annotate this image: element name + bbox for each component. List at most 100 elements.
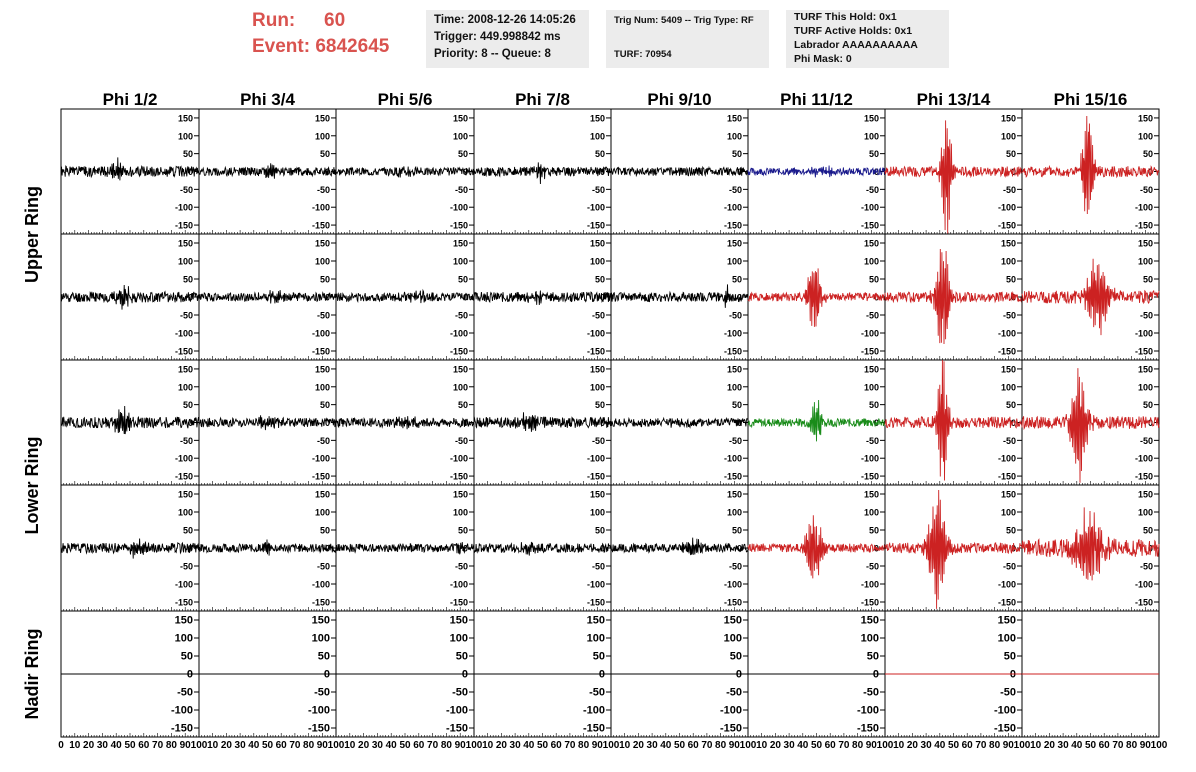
turf-active-holds-text: TURF Active Holds: 0x1 — [794, 25, 913, 37]
y-tick-label: -150 — [720, 723, 742, 735]
x-tick-label: 50 — [124, 740, 136, 751]
waveform-trace — [198, 163, 337, 179]
y-tick-label: -150 — [450, 347, 468, 357]
y-tick-label: -50 — [317, 311, 330, 321]
y-tick-label: 150 — [315, 113, 330, 123]
y-tick-label: 100 — [178, 257, 193, 267]
x-tick-label: 100 — [191, 740, 208, 751]
y-tick-label: 150 — [315, 490, 330, 500]
y-tick-label: -100 — [998, 580, 1016, 590]
y-tick-label: 0 — [600, 293, 605, 303]
x-tick-label: 80 — [1126, 740, 1138, 751]
x-tick-label: 80 — [578, 740, 590, 751]
y-tick-label: -100 — [724, 203, 742, 213]
y-tick-label: 0 — [737, 167, 742, 177]
waveform-trace — [60, 405, 200, 435]
y-tick-label: 50 — [318, 651, 330, 663]
run-label: Run: — [252, 10, 296, 31]
time-info-box: Time: 2008-12-26 14:05:26 Trigger: 449.9… — [426, 10, 589, 68]
waveform-trace — [473, 162, 612, 185]
y-tick-label: -100 — [450, 203, 468, 213]
y-tick-label: -100 — [171, 705, 193, 717]
y-tick-label: -50 — [866, 185, 879, 195]
y-tick-label: -100 — [175, 329, 193, 339]
y-tick-label: -150 — [312, 472, 330, 482]
x-tick-label: 100 — [466, 740, 483, 751]
x-tick-label: 30 — [97, 740, 109, 751]
y-tick-label: -150 — [724, 472, 742, 482]
x-tick-label: 70 — [701, 740, 713, 751]
y-tick-label: 150 — [590, 239, 605, 249]
x-tick-label: 20 — [496, 740, 508, 751]
x-tick-label: 70 — [838, 740, 850, 751]
y-tick-label: 50 — [869, 400, 879, 410]
y-tick-label: -100 — [998, 329, 1016, 339]
y-tick-label: -100 — [450, 329, 468, 339]
x-tick-label: 80 — [303, 740, 315, 751]
turf-info-box: TURF This Hold: 0x1 TURF Active Holds: 0… — [786, 10, 949, 68]
y-tick-label: 100 — [861, 633, 879, 645]
y-tick-label: -50 — [592, 562, 605, 572]
y-tick-label: 50 — [320, 526, 330, 536]
x-tick-label: 30 — [510, 740, 522, 751]
y-tick-label: 50 — [732, 400, 742, 410]
trig-num-text: Trig Num: 5409 -- Trig Type: RF — [614, 15, 754, 26]
y-tick-label: -50 — [317, 185, 330, 195]
y-tick-label: -50 — [726, 687, 742, 699]
y-tick-label: -100 — [857, 705, 879, 717]
y-tick-label: 100 — [724, 633, 742, 645]
y-tick-label: 0 — [1148, 418, 1153, 428]
x-tick-label: 40 — [797, 740, 809, 751]
y-tick-label: -50 — [589, 687, 605, 699]
y-tick-label: -150 — [724, 221, 742, 231]
y-tick-label: 150 — [727, 113, 742, 123]
y-tick-label: 150 — [453, 239, 468, 249]
y-tick-label: 150 — [1138, 364, 1153, 374]
y-tick-label: 150 — [864, 490, 879, 500]
y-tick-label: 100 — [1138, 131, 1153, 141]
y-tick-label: 0 — [325, 544, 330, 554]
x-tick-label: 20 — [83, 740, 95, 751]
y-tick-label: -150 — [861, 221, 879, 231]
y-tick-label: -50 — [1003, 185, 1016, 195]
y-tick-label: -50 — [1003, 311, 1016, 321]
y-tick-label: 100 — [590, 257, 605, 267]
y-tick-label: -150 — [312, 221, 330, 231]
y-tick-label: 50 — [183, 149, 193, 159]
y-tick-label: -50 — [180, 311, 193, 321]
y-tick-label: 100 — [453, 131, 468, 141]
y-tick-label: -150 — [998, 598, 1016, 608]
y-tick-label: 150 — [864, 364, 879, 374]
y-tick-label: -150 — [171, 723, 193, 735]
x-tick-label: 10 — [69, 740, 81, 751]
y-tick-label: 150 — [178, 113, 193, 123]
y-tick-label: 50 — [1143, 400, 1153, 410]
y-tick-label: -150 — [308, 723, 330, 735]
y-tick-label: 100 — [1138, 257, 1153, 267]
y-tick-label: 150 — [453, 113, 468, 123]
y-tick-label: -150 — [1135, 598, 1153, 608]
y-tick-label: 150 — [175, 615, 193, 627]
y-tick-label: -100 — [724, 329, 742, 339]
y-tick-label: 100 — [727, 131, 742, 141]
x-tick-label: 50 — [1085, 740, 1097, 751]
y-tick-label: -100 — [175, 580, 193, 590]
y-tick-label: -50 — [455, 436, 468, 446]
x-tick-label: 90 — [592, 740, 604, 751]
y-tick-label: 50 — [1143, 275, 1153, 285]
y-tick-label: 50 — [458, 149, 468, 159]
x-tick-label: 90 — [317, 740, 329, 751]
y-tick-label: 100 — [453, 257, 468, 267]
waveform-trace — [198, 415, 337, 431]
waveform-trace — [335, 165, 475, 178]
x-tick-label: 20 — [221, 740, 233, 751]
y-tick-label: -50 — [455, 562, 468, 572]
y-tick-label: -50 — [592, 311, 605, 321]
y-tick-label: -100 — [175, 454, 193, 464]
y-tick-label: 150 — [178, 490, 193, 500]
y-tick-label: 100 — [590, 382, 605, 392]
y-tick-label: -150 — [587, 598, 605, 608]
x-tick-label: 100 — [328, 740, 345, 751]
x-tick-label: 40 — [523, 740, 535, 751]
waveform-trace — [1021, 115, 1160, 215]
